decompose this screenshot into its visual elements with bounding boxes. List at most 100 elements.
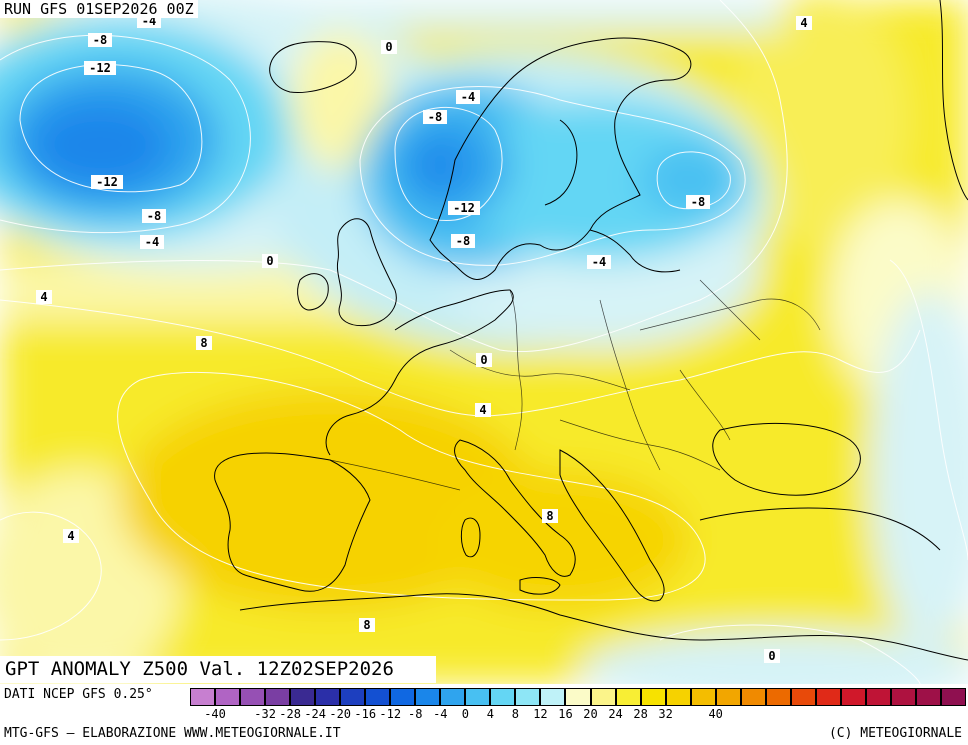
color-swatch bbox=[540, 688, 566, 706]
svg-text:-4: -4 bbox=[461, 90, 475, 104]
svg-text:8: 8 bbox=[200, 336, 207, 350]
color-swatch bbox=[715, 688, 741, 706]
color-swatch bbox=[640, 688, 666, 706]
contour-label: 8 bbox=[359, 618, 375, 632]
color-swatch bbox=[340, 688, 366, 706]
svg-text:0: 0 bbox=[768, 649, 775, 663]
color-swatch bbox=[265, 688, 291, 706]
scale-tick-label: -4 bbox=[433, 707, 448, 721]
color-swatch bbox=[665, 688, 691, 706]
color-swatch bbox=[765, 688, 791, 706]
data-source: DATI NCEP GFS 0.25° bbox=[4, 687, 153, 702]
svg-text:4: 4 bbox=[479, 403, 486, 417]
anomaly-field bbox=[0, 0, 968, 684]
color-swatch bbox=[915, 688, 941, 706]
color-swatch bbox=[515, 688, 541, 706]
borders bbox=[329, 279, 821, 491]
svg-text:4: 4 bbox=[800, 16, 807, 30]
svg-text:-8: -8 bbox=[691, 195, 705, 209]
svg-text:-12: -12 bbox=[453, 201, 475, 215]
anomaly-map: -4 -8 -12 -12 -8 -4 0 -4 -8 -12 -8 -8 -4… bbox=[0, 0, 968, 684]
color-swatch bbox=[240, 688, 266, 706]
scale-tick-label: 4 bbox=[486, 707, 494, 721]
scale-tick-label: -8 bbox=[408, 707, 423, 721]
scale-tick-label: -16 bbox=[354, 707, 377, 721]
scale-tick-label: -40 bbox=[204, 707, 226, 721]
contour-label: -8 bbox=[423, 110, 447, 124]
color-swatch bbox=[290, 688, 316, 706]
contour-label: -4 bbox=[587, 255, 611, 269]
color-swatch bbox=[365, 688, 391, 706]
color-swatch bbox=[690, 688, 716, 706]
contour-label: -8 bbox=[451, 234, 475, 248]
scale-tick-label: 8 bbox=[511, 707, 520, 721]
scale-tick-label: 20 bbox=[583, 707, 598, 721]
scale-tick-label: 32 bbox=[658, 707, 673, 721]
map-title: GPT ANOMALY Z500 Val. 12Z02SEP2026 bbox=[0, 656, 436, 683]
svg-text:0: 0 bbox=[480, 353, 487, 367]
contour-label: 0 bbox=[764, 649, 780, 663]
contour-lines bbox=[0, 0, 968, 684]
contour-label: 8 bbox=[196, 336, 212, 350]
coastlines bbox=[214, 0, 968, 661]
svg-text:-4: -4 bbox=[592, 255, 606, 269]
contour-label: 0 bbox=[476, 353, 492, 367]
color-scale bbox=[190, 688, 966, 706]
svg-text:-12: -12 bbox=[96, 175, 118, 189]
svg-text:-8: -8 bbox=[147, 209, 161, 223]
scale-tick-label: -20 bbox=[329, 707, 352, 721]
scale-tick-label: 16 bbox=[558, 707, 573, 721]
svg-text:-4: -4 bbox=[145, 235, 159, 249]
color-swatch bbox=[815, 688, 841, 706]
color-swatch bbox=[890, 688, 916, 706]
contour-label: -8 bbox=[142, 209, 166, 223]
svg-text:4: 4 bbox=[40, 290, 47, 304]
contour-label: -8 bbox=[686, 195, 710, 209]
copyright-text: (C) METEOGIORNALE bbox=[828, 726, 962, 741]
color-swatch bbox=[415, 688, 441, 706]
contour-label: -8 bbox=[88, 33, 112, 47]
scale-tick-label: 12 bbox=[533, 707, 548, 721]
contour-label: -12 bbox=[448, 201, 480, 215]
color-swatch bbox=[440, 688, 466, 706]
contour-label: 4 bbox=[36, 290, 52, 304]
color-swatch bbox=[615, 688, 641, 706]
scale-tick-label: -24 bbox=[304, 707, 326, 721]
color-swatch bbox=[465, 688, 491, 706]
run-info: RUN GFS 01SEP2026 00Z bbox=[0, 0, 198, 18]
contour-label: -12 bbox=[84, 61, 116, 75]
scale-tick-label: -32 bbox=[254, 707, 276, 721]
color-scale-labels: -40 -32 -28 -24 -20 -16 -12 -8 -4 0 4 8 12 16 20 24 28 32… bbox=[190, 707, 968, 723]
scale-tick-label: -28 bbox=[279, 707, 301, 721]
contour-label: 4 bbox=[796, 16, 812, 30]
color-swatch bbox=[840, 688, 866, 706]
color-swatch bbox=[215, 688, 241, 706]
color-swatch bbox=[865, 688, 891, 706]
svg-text:8: 8 bbox=[546, 509, 553, 523]
contour-label: 4 bbox=[63, 529, 79, 543]
contour-label: -4 bbox=[456, 90, 480, 104]
svg-text:0: 0 bbox=[385, 40, 392, 54]
color-swatch bbox=[740, 688, 766, 706]
svg-text:-8: -8 bbox=[456, 234, 470, 248]
contour-label: -12 bbox=[91, 175, 123, 189]
contour-label: 0 bbox=[262, 254, 278, 268]
contour-label: 0 bbox=[381, 40, 397, 54]
color-swatch bbox=[565, 688, 591, 706]
color-swatch bbox=[190, 688, 216, 706]
scale-tick-label: 28 bbox=[633, 707, 648, 721]
credit-text: MTG-GFS – ELABORAZIONE WWW.METEOGIORNALE… bbox=[4, 726, 341, 741]
scale-tick-label: 0 bbox=[461, 707, 469, 721]
color-swatch bbox=[390, 688, 416, 706]
color-swatch bbox=[590, 688, 616, 706]
svg-text:0: 0 bbox=[266, 254, 273, 268]
contour-label: 4 bbox=[475, 403, 491, 417]
svg-text:-8: -8 bbox=[93, 33, 107, 47]
color-swatch bbox=[940, 688, 966, 706]
scale-tick-label: 24 bbox=[608, 707, 623, 721]
svg-text:4: 4 bbox=[67, 529, 74, 543]
scale-tick-label: 40 bbox=[708, 707, 723, 721]
svg-text:-8: -8 bbox=[428, 110, 442, 124]
contour-label: 8 bbox=[542, 509, 558, 523]
svg-text:-12: -12 bbox=[89, 61, 111, 75]
